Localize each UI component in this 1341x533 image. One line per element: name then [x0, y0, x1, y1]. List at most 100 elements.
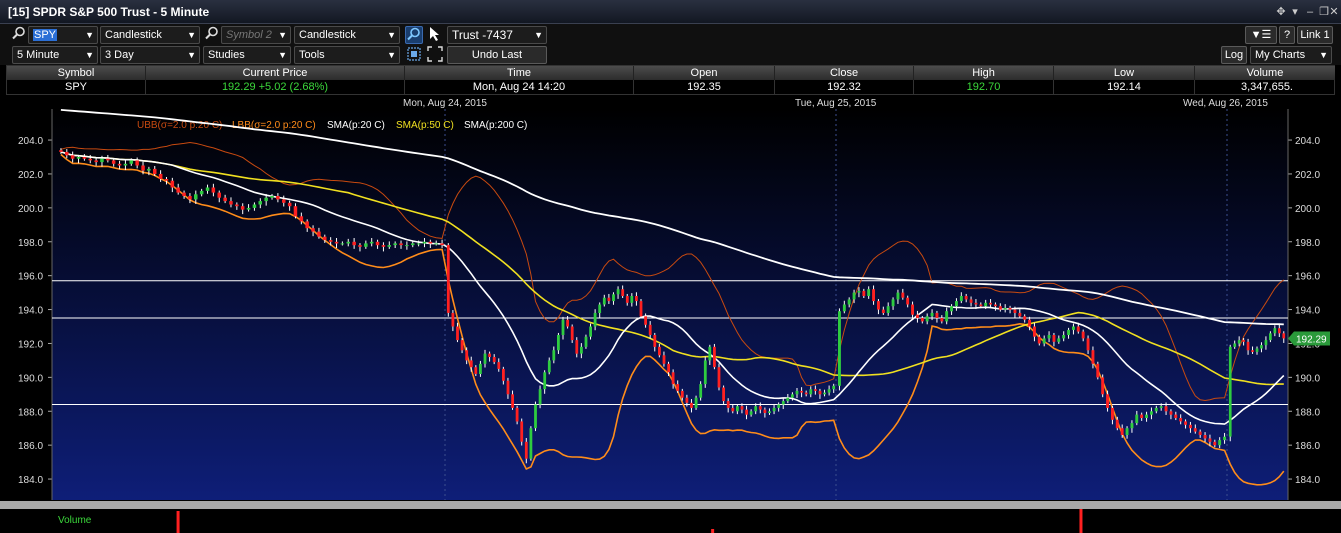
price-chart[interactable]: Mon, Aug 24, 2015 Tue, Aug 25, 2015 Wed, A…: [0, 95, 1341, 533]
help-button[interactable]: ?: [1279, 26, 1295, 44]
candle-body: [1278, 328, 1281, 334]
search-icon[interactable]: [10, 26, 28, 44]
candle-body: [387, 245, 391, 247]
candle-body: [416, 243, 421, 245]
menu-chevron-icon[interactable]: ▾: [1292, 6, 1298, 18]
candle-body: [88, 158, 92, 161]
symbol-input[interactable]: SPY ▼: [28, 26, 98, 44]
search-icon-2[interactable]: [203, 26, 221, 44]
chart-type-select[interactable]: Candlestick ▼: [100, 26, 200, 44]
candle-body: [1013, 309, 1017, 313]
candle-body: [100, 158, 104, 163]
candle-body: [1150, 411, 1153, 415]
undo-last-button[interactable]: Undo Last: [447, 46, 547, 64]
restore-icon[interactable]: ❐: [1319, 6, 1329, 18]
candle-body: [800, 390, 803, 393]
candle-body: [1260, 345, 1263, 349]
candle-body: [1255, 348, 1259, 352]
candle-body: [364, 243, 368, 247]
candle-body: [974, 302, 978, 305]
cursor-icon[interactable]: [426, 26, 444, 44]
chart-type-2-select[interactable]: Candlestick ▼: [294, 26, 400, 44]
candle-body: [176, 187, 180, 193]
candle-body: [768, 411, 771, 413]
last-price-label: 192.29: [1296, 335, 1327, 346]
candle-body: [1223, 436, 1226, 441]
candle-body: [529, 428, 533, 459]
log-button[interactable]: Log: [1221, 46, 1247, 64]
candle-body: [76, 157, 81, 159]
zoom-icon[interactable]: [405, 26, 423, 44]
close-icon[interactable]: ✕: [1329, 6, 1339, 18]
candle-body: [1023, 316, 1027, 320]
candle-body: [552, 350, 556, 361]
x-tick-label: Mon, Aug 24, 2015: [403, 98, 487, 109]
candle-body: [612, 294, 615, 302]
candle-body: [270, 196, 274, 198]
candle-body: [867, 289, 871, 296]
candle-body: [1042, 338, 1046, 344]
chevron-down-icon: ▼: [387, 30, 396, 40]
candle-body: [998, 306, 1002, 310]
candle-body: [117, 163, 122, 166]
candle-body: [1273, 328, 1277, 334]
candle-body: [940, 318, 944, 322]
candle-body: [524, 441, 528, 459]
candle-body: [838, 311, 841, 386]
move-icon[interactable]: ✥: [1276, 6, 1286, 18]
fit-chart-icon[interactable]: [405, 46, 423, 64]
candle-body: [106, 158, 110, 161]
candle-body: [70, 155, 75, 159]
value-high: 192.70: [914, 80, 1054, 95]
symbol2-input[interactable]: Symbol 2 ▼: [221, 26, 291, 44]
candle-body: [515, 407, 519, 422]
list-menu-button[interactable]: ▼☰: [1245, 26, 1277, 44]
link-button[interactable]: Link 1: [1297, 26, 1333, 44]
candle-body: [662, 355, 666, 364]
candle-body: [891, 299, 895, 307]
candle-body: [671, 372, 675, 385]
candle-body: [328, 240, 333, 242]
candle-body: [1106, 394, 1109, 408]
interval-select[interactable]: 5 Minute ▼: [12, 46, 98, 64]
candle-body: [584, 336, 588, 347]
value-symbol: SPY: [7, 80, 146, 95]
candle-body: [82, 157, 87, 159]
candle-body: [506, 380, 510, 395]
my-charts-select[interactable]: My Charts ▼: [1250, 46, 1332, 64]
candle-body: [129, 160, 133, 164]
candle-body: [726, 401, 730, 408]
candle-body: [1193, 428, 1197, 432]
candle-body: [153, 168, 157, 174]
candle-body: [141, 165, 145, 171]
candle-body: [375, 241, 380, 246]
candle-body: [1028, 319, 1031, 327]
candle-body: [188, 196, 192, 200]
range-select[interactable]: 3 Day ▼: [100, 46, 200, 64]
pane-splitter[interactable]: [0, 501, 1341, 509]
candle-body: [616, 289, 620, 295]
tools-select[interactable]: Tools ▼: [294, 46, 400, 64]
candle-body: [1033, 326, 1036, 337]
x-tick-label: Wed, Aug 26, 2015: [1183, 98, 1268, 109]
minimize-icon[interactable]: –: [1306, 6, 1314, 18]
legend-item: UBB(σ=2.0 p:20 C): [137, 120, 222, 131]
candle-body: [411, 243, 415, 246]
value-open: 192.35: [634, 80, 775, 95]
candle-body: [59, 150, 63, 152]
expand-icon[interactable]: [426, 46, 444, 64]
candle-body: [252, 204, 257, 208]
legend-item: LBB(σ=2.0 p:20 C): [232, 120, 316, 131]
candle-body: [1269, 333, 1272, 341]
candle-body: [538, 389, 542, 405]
y-tick-label-right: 196.0: [1295, 272, 1320, 283]
candle-body: [282, 199, 286, 203]
legend-item: SMA(p:50 C): [396, 120, 454, 131]
candle-body: [602, 297, 606, 305]
candle-body: [135, 160, 139, 166]
candle-body: [1086, 338, 1090, 351]
x-axis-labels: Mon, Aug 24, 2015 Tue, Aug 25, 2015 Wed, A…: [403, 98, 1268, 109]
indicator-lines: [60, 109, 1285, 486]
account-select[interactable]: Trust -7437 ▼: [447, 26, 547, 44]
studies-select[interactable]: Studies ▼: [203, 46, 291, 64]
